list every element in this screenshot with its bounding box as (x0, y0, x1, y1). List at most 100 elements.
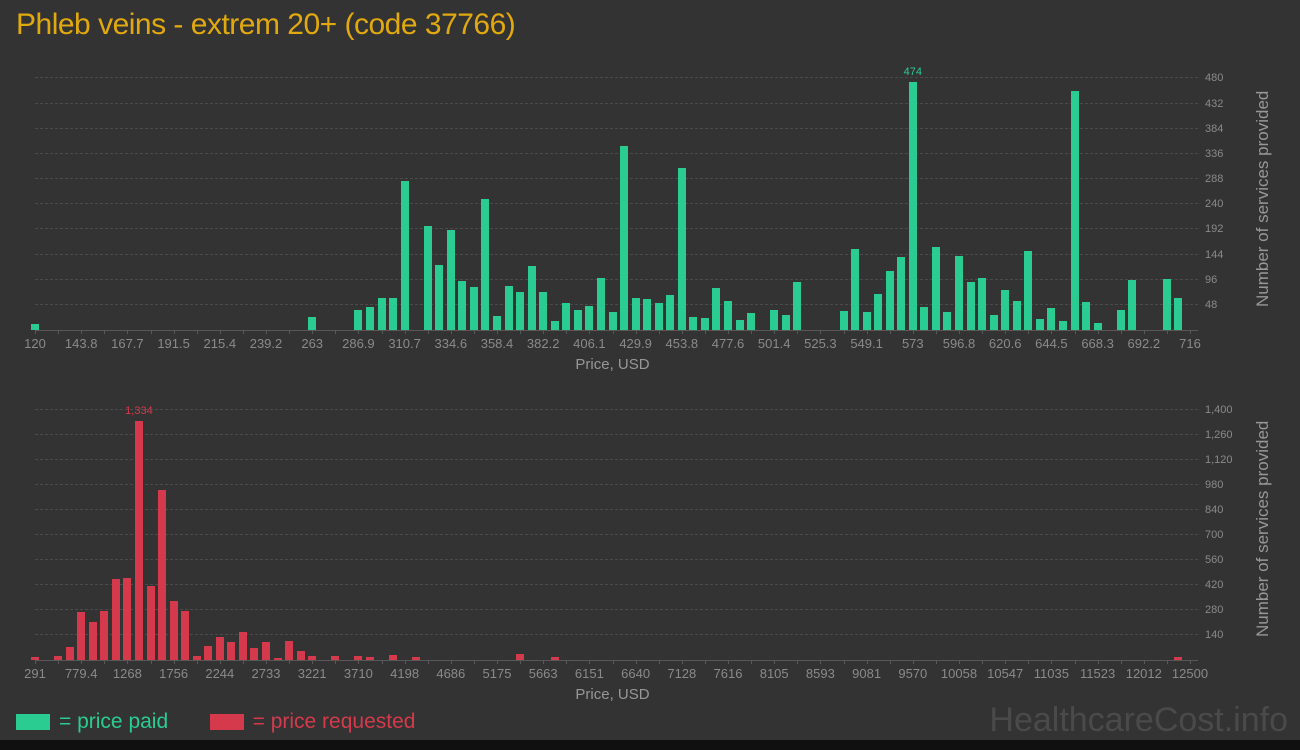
histogram-bar[interactable] (1128, 279, 1137, 330)
histogram-bar[interactable] (1116, 310, 1125, 330)
histogram-bar[interactable] (446, 229, 455, 330)
histogram-bar[interactable] (608, 311, 617, 330)
histogram-bar[interactable] (527, 266, 536, 330)
histogram-bar[interactable] (412, 656, 421, 660)
histogram-bar[interactable] (169, 601, 178, 660)
histogram-bar[interactable] (1012, 300, 1021, 330)
histogram-bar[interactable] (100, 611, 109, 660)
histogram-bar[interactable] (677, 168, 686, 330)
histogram-bar[interactable] (920, 307, 929, 330)
axis-tick (1190, 660, 1191, 664)
histogram-bar[interactable] (1047, 308, 1056, 330)
histogram-bar[interactable] (469, 287, 478, 330)
histogram-bar[interactable] (1174, 298, 1183, 330)
histogram-bar[interactable] (389, 298, 398, 330)
axis-tick (566, 660, 568, 664)
histogram-bar[interactable] (435, 264, 444, 330)
histogram-bar[interactable] (874, 293, 883, 330)
histogram-bar[interactable] (781, 314, 790, 330)
histogram-bar[interactable] (308, 317, 317, 330)
histogram-bar[interactable] (978, 278, 987, 330)
histogram-bar[interactable] (504, 285, 513, 330)
histogram-bar[interactable] (1093, 323, 1102, 330)
histogram-bar[interactable] (1070, 91, 1079, 330)
histogram-bar[interactable] (458, 280, 467, 330)
histogram-bar[interactable] (839, 311, 848, 330)
histogram-bar[interactable] (365, 307, 374, 330)
histogram-bar[interactable] (1162, 278, 1171, 330)
histogram-bar[interactable] (931, 246, 940, 330)
histogram-bar[interactable] (493, 316, 501, 330)
histogram-bar[interactable] (712, 288, 721, 330)
histogram-bar[interactable] (966, 282, 975, 330)
histogram-bar[interactable] (273, 657, 282, 660)
histogram-bar[interactable] (620, 146, 629, 330)
histogram-bar[interactable] (215, 637, 224, 660)
histogram-bar[interactable] (908, 81, 917, 330)
histogram-bar[interactable] (354, 310, 363, 330)
histogram-bar[interactable] (862, 312, 871, 330)
histogram-bar[interactable] (31, 323, 39, 330)
histogram-bar[interactable] (989, 315, 998, 330)
histogram-bar[interactable] (516, 654, 525, 660)
histogram-bar[interactable] (643, 299, 652, 330)
histogram-bar[interactable] (770, 310, 779, 330)
histogram-bar[interactable] (400, 180, 409, 330)
histogram-bar[interactable] (897, 257, 906, 330)
histogram-bar[interactable] (423, 226, 432, 330)
histogram-bar[interactable] (516, 292, 525, 330)
histogram-bar[interactable] (943, 312, 952, 330)
histogram-bar[interactable] (539, 292, 548, 330)
histogram-bar[interactable] (65, 646, 74, 660)
histogram-bar[interactable] (88, 621, 97, 660)
histogram-bar[interactable] (1174, 656, 1183, 660)
histogram-bar[interactable] (365, 656, 374, 660)
histogram-bar[interactable] (735, 319, 744, 330)
histogram-bar[interactable] (851, 249, 860, 330)
histogram-bar[interactable] (227, 641, 236, 660)
histogram-bar[interactable] (1058, 320, 1067, 330)
histogram-bar[interactable] (654, 302, 663, 330)
histogram-bar[interactable] (354, 655, 363, 660)
histogram-bar[interactable] (377, 298, 386, 330)
histogram-bar[interactable] (955, 255, 963, 330)
histogram-bar[interactable] (146, 585, 155, 660)
histogram-bar[interactable] (123, 577, 132, 660)
histogram-bar[interactable] (285, 640, 294, 660)
histogram-bar[interactable] (134, 421, 143, 660)
histogram-bar[interactable] (585, 305, 594, 330)
histogram-bar[interactable] (631, 298, 640, 330)
histogram-bar[interactable] (238, 632, 247, 660)
histogram-bar[interactable] (262, 642, 270, 660)
histogram-bar[interactable] (181, 610, 190, 660)
histogram-bar[interactable] (573, 310, 582, 330)
histogram-bar[interactable] (250, 648, 259, 660)
histogram-bar[interactable] (296, 650, 305, 660)
histogram-bar[interactable] (1082, 302, 1091, 330)
histogram-bar[interactable] (204, 645, 213, 660)
histogram-bar[interactable] (1024, 251, 1033, 330)
histogram-bar[interactable] (666, 294, 675, 330)
histogram-bar[interactable] (1035, 319, 1044, 330)
histogram-bar[interactable] (111, 579, 120, 660)
histogram-bar[interactable] (1001, 289, 1010, 330)
histogram-bar[interactable] (54, 656, 63, 660)
histogram-bar[interactable] (793, 281, 802, 330)
histogram-bar[interactable] (596, 278, 605, 330)
histogram-bar[interactable] (562, 303, 571, 330)
histogram-bar[interactable] (700, 318, 709, 330)
histogram-bar[interactable] (747, 312, 756, 330)
histogram-bar[interactable] (481, 199, 490, 330)
histogram-bar[interactable] (158, 490, 167, 660)
histogram-bar[interactable] (192, 655, 201, 660)
histogram-bar[interactable] (550, 321, 559, 330)
histogram-bar[interactable] (31, 656, 39, 660)
histogram-bar[interactable] (689, 317, 698, 330)
histogram-bar[interactable] (389, 655, 398, 660)
histogram-bar[interactable] (550, 656, 559, 660)
histogram-bar[interactable] (724, 300, 732, 330)
histogram-bar[interactable] (77, 612, 86, 660)
histogram-bar[interactable] (885, 270, 894, 330)
histogram-bar[interactable] (331, 655, 340, 660)
histogram-bar[interactable] (308, 655, 317, 660)
